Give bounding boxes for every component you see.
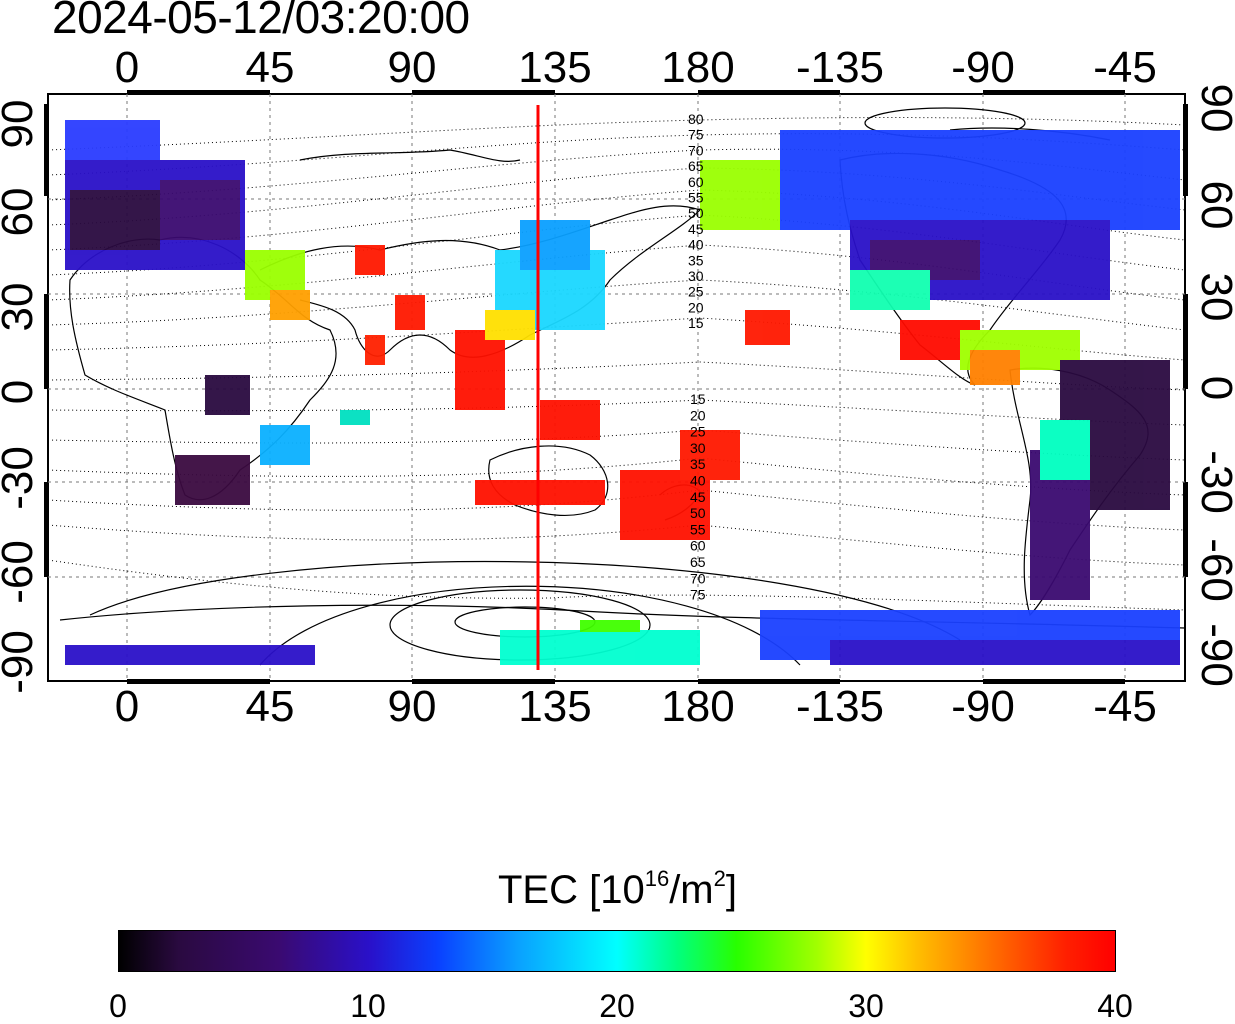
tec-map: 8075706560555045403530252015152025303540… (44, 90, 1188, 684)
contour-labels: 8075706560555045403530252015152025303540… (688, 111, 706, 603)
contour-label: 25 (690, 424, 706, 440)
lon-tick-bottom: -135 (795, 682, 885, 731)
contour-label: 20 (688, 299, 704, 315)
lon-tick-top: -45 (1093, 43, 1157, 92)
colorbar-tick: 10 (350, 988, 386, 1024)
colorbar-title: TEC [1016/m2] (0, 868, 1235, 912)
contour-label: 15 (690, 391, 706, 407)
contour-label: 75 (688, 127, 704, 143)
contour-label: 45 (690, 489, 706, 505)
lon-tick-top: 0 (114, 43, 140, 92)
magnetic-pole-contours (89, 107, 1026, 666)
contour-label: 45 (688, 221, 704, 237)
contour-label: 70 (690, 570, 706, 586)
contour-label: 25 (688, 284, 704, 300)
tec-colorbar (118, 930, 1116, 972)
lon-tick-top: 135 (518, 43, 592, 92)
colorbar-tick: 20 (599, 988, 635, 1024)
contour-label: 55 (688, 190, 704, 206)
contour-label: 40 (690, 473, 706, 489)
contour-label: 50 (690, 505, 706, 521)
lon-tick-bottom: 0 (114, 682, 140, 731)
contour-label: 65 (688, 158, 704, 174)
contour-label: 75 (690, 587, 706, 603)
lon-tick-bottom: -45 (1093, 682, 1157, 731)
contour-label: 30 (690, 440, 706, 456)
timestamp-label: 2024-05-12/03:20:00 (52, 0, 470, 43)
lon-tick-bottom: 135 (518, 682, 592, 731)
contour-label: 80 (688, 111, 704, 127)
lon-tick-bottom: -90 (951, 682, 1015, 731)
colorbar-title-suffix: ] (725, 868, 737, 912)
contour-label: 35 (690, 456, 706, 472)
colorbar-tick: 30 (848, 988, 884, 1024)
contour-label: 60 (690, 538, 706, 554)
lon-tick-bottom: 180 (661, 682, 735, 731)
contour-label: 40 (688, 237, 704, 253)
lon-tick-bottom: 45 (245, 682, 295, 731)
colorbar-title-prefix: TEC [10 (497, 868, 645, 912)
lon-tick-top: 90 (387, 43, 437, 92)
contour-label: 35 (688, 252, 704, 268)
lon-tick-top: 45 (245, 43, 295, 92)
contour-label: 70 (688, 142, 704, 158)
lon-tick-bottom: 90 (387, 682, 437, 731)
colorbar-title-mid: /m (669, 868, 714, 912)
contour-label: 50 (688, 205, 704, 221)
contour-label: 65 (690, 554, 706, 570)
contour-label: 15 (688, 315, 704, 331)
tec-data-overlay (65, 120, 1180, 665)
colorbar-tick: 0 (109, 988, 127, 1024)
contour-label: 55 (690, 521, 706, 537)
contour-label: 30 (688, 268, 704, 284)
colorbar-tick: 40 (1097, 988, 1133, 1024)
contour-label: 60 (688, 174, 704, 190)
lon-tick-top: -90 (951, 43, 1015, 92)
lon-tick-top: 180 (661, 43, 735, 92)
colorbar-title-exp2: 2 (713, 866, 726, 891)
contour-label: 20 (690, 407, 706, 423)
lon-tick-top: -135 (795, 43, 885, 92)
colorbar-title-exp: 16 (644, 866, 670, 891)
